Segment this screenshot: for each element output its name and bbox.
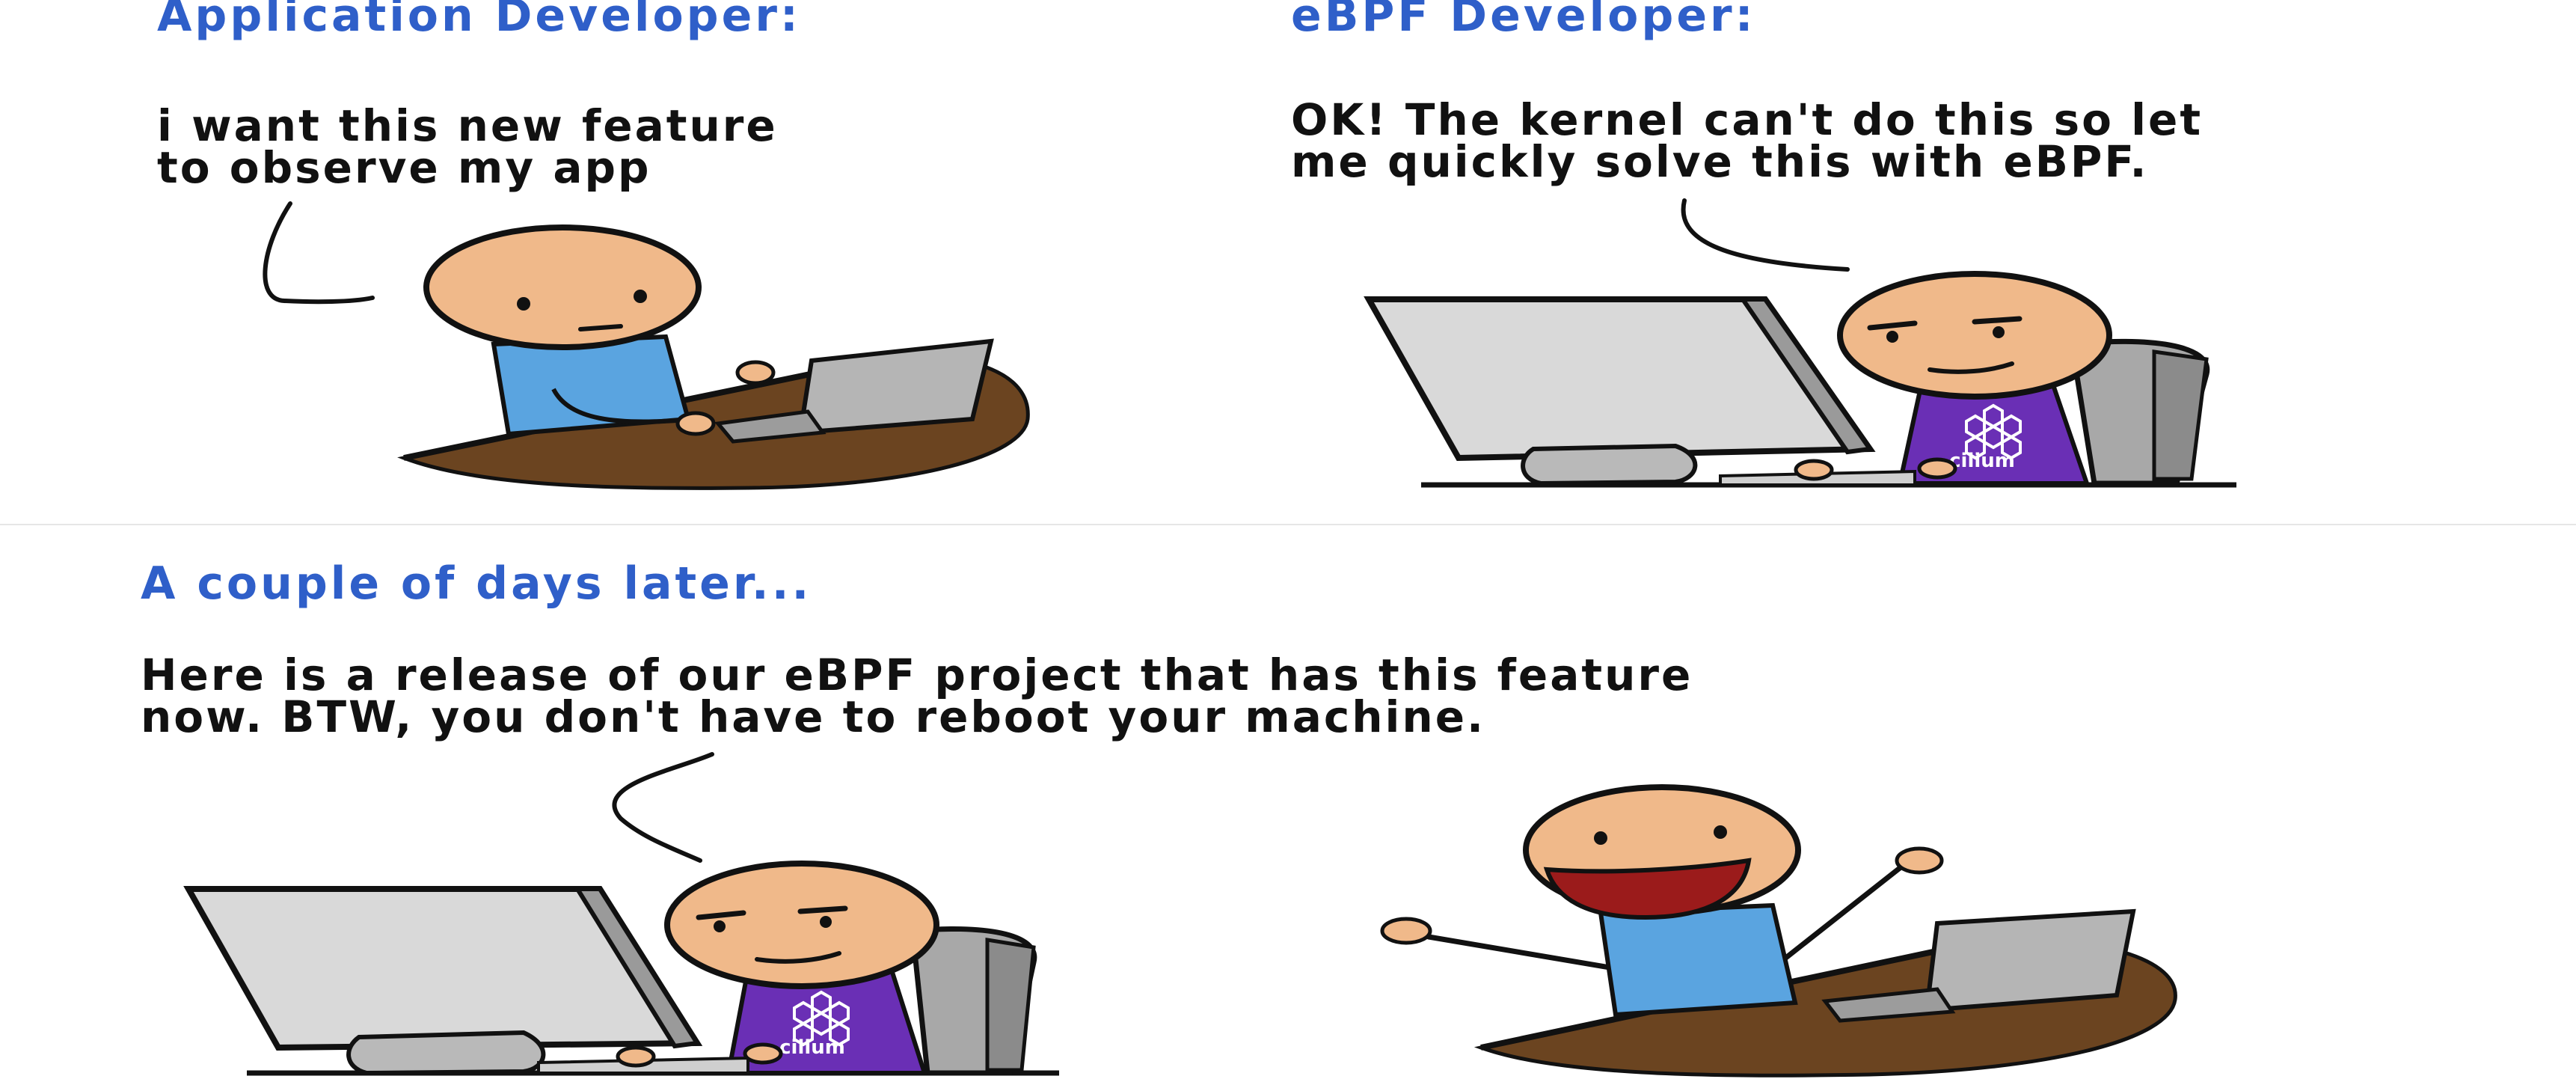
speech-line: i want this new feature (157, 100, 778, 151)
happy-app-developer-illustration (1380, 784, 2177, 1078)
chair-back-shade (2152, 349, 2209, 481)
laptop-screen (797, 338, 994, 435)
shirt-logo-text: cilium (779, 1036, 845, 1059)
speech-line: now. BTW, you don't have to reboot your … (141, 691, 1486, 742)
monitor-stand (1521, 443, 1698, 486)
speech-line: me quickly solve this with eBPF. (1291, 136, 2149, 187)
eye (820, 916, 832, 928)
laptop-base (1821, 987, 1956, 1023)
speech-tail (263, 201, 375, 305)
eye (634, 290, 647, 303)
hand (743, 1042, 783, 1065)
ebpf-developer-illustration: cilium (1364, 198, 2236, 488)
person-head (1837, 271, 2112, 400)
eyebrow (696, 910, 746, 920)
hand (1917, 457, 1957, 480)
monitor-side (1738, 297, 1874, 455)
eyebrow (1972, 316, 2023, 325)
ebpf-developer-later-illustration: cilium (183, 752, 1059, 1076)
speech-line: to observe my app (157, 142, 651, 193)
eye (714, 920, 726, 932)
mouth (1928, 361, 2014, 374)
open-mouth (1543, 858, 1752, 920)
laptop-screen (1924, 908, 2136, 1013)
eye (1993, 326, 2005, 338)
speech-line: Here is a release of our eBPF project th… (141, 650, 1693, 700)
eye (1886, 331, 1898, 343)
arm (1426, 934, 1626, 973)
panel-divider (0, 524, 2576, 525)
speech-line: OK! The kernel can't do this so let (1291, 94, 2204, 145)
arm (1777, 865, 1903, 965)
monitor-side (573, 887, 702, 1049)
person-head (423, 224, 702, 350)
app-developer-illustration (263, 201, 1030, 490)
monitor-stand (346, 1030, 546, 1076)
mouth (578, 324, 623, 331)
speech-text: OK! The kernel can't do this so let me q… (1291, 94, 2204, 187)
speech-tail (1681, 198, 1850, 272)
laptop-base (714, 409, 827, 444)
monitor-screen (183, 886, 703, 1051)
eyebrow (797, 905, 848, 914)
hand (1380, 917, 1432, 945)
speech-text: Here is a release of our eBPF project th… (141, 650, 1693, 742)
hand (675, 411, 716, 436)
person-head (664, 861, 939, 989)
speech-tail (612, 752, 714, 863)
hand (616, 1045, 656, 1068)
eye (1594, 831, 1607, 845)
speech-text: i want this new feature to observe my ap… (157, 100, 778, 193)
panel-heading: Application Developer: (157, 0, 801, 42)
chair-back-shade (985, 938, 1036, 1072)
mouth (755, 951, 841, 964)
panel-heading: A couple of days later... (141, 557, 812, 610)
eye (517, 297, 530, 311)
hand (1794, 459, 1834, 481)
hand (735, 360, 776, 385)
panel-heading: eBPF Developer: (1291, 0, 1756, 42)
arm (551, 388, 696, 424)
person-body-blue (1598, 902, 1798, 1018)
hand (1895, 846, 1944, 875)
eye (1714, 825, 1727, 839)
shirt-logo-text: cilium (1949, 450, 2015, 472)
eyebrow (1867, 320, 1918, 331)
